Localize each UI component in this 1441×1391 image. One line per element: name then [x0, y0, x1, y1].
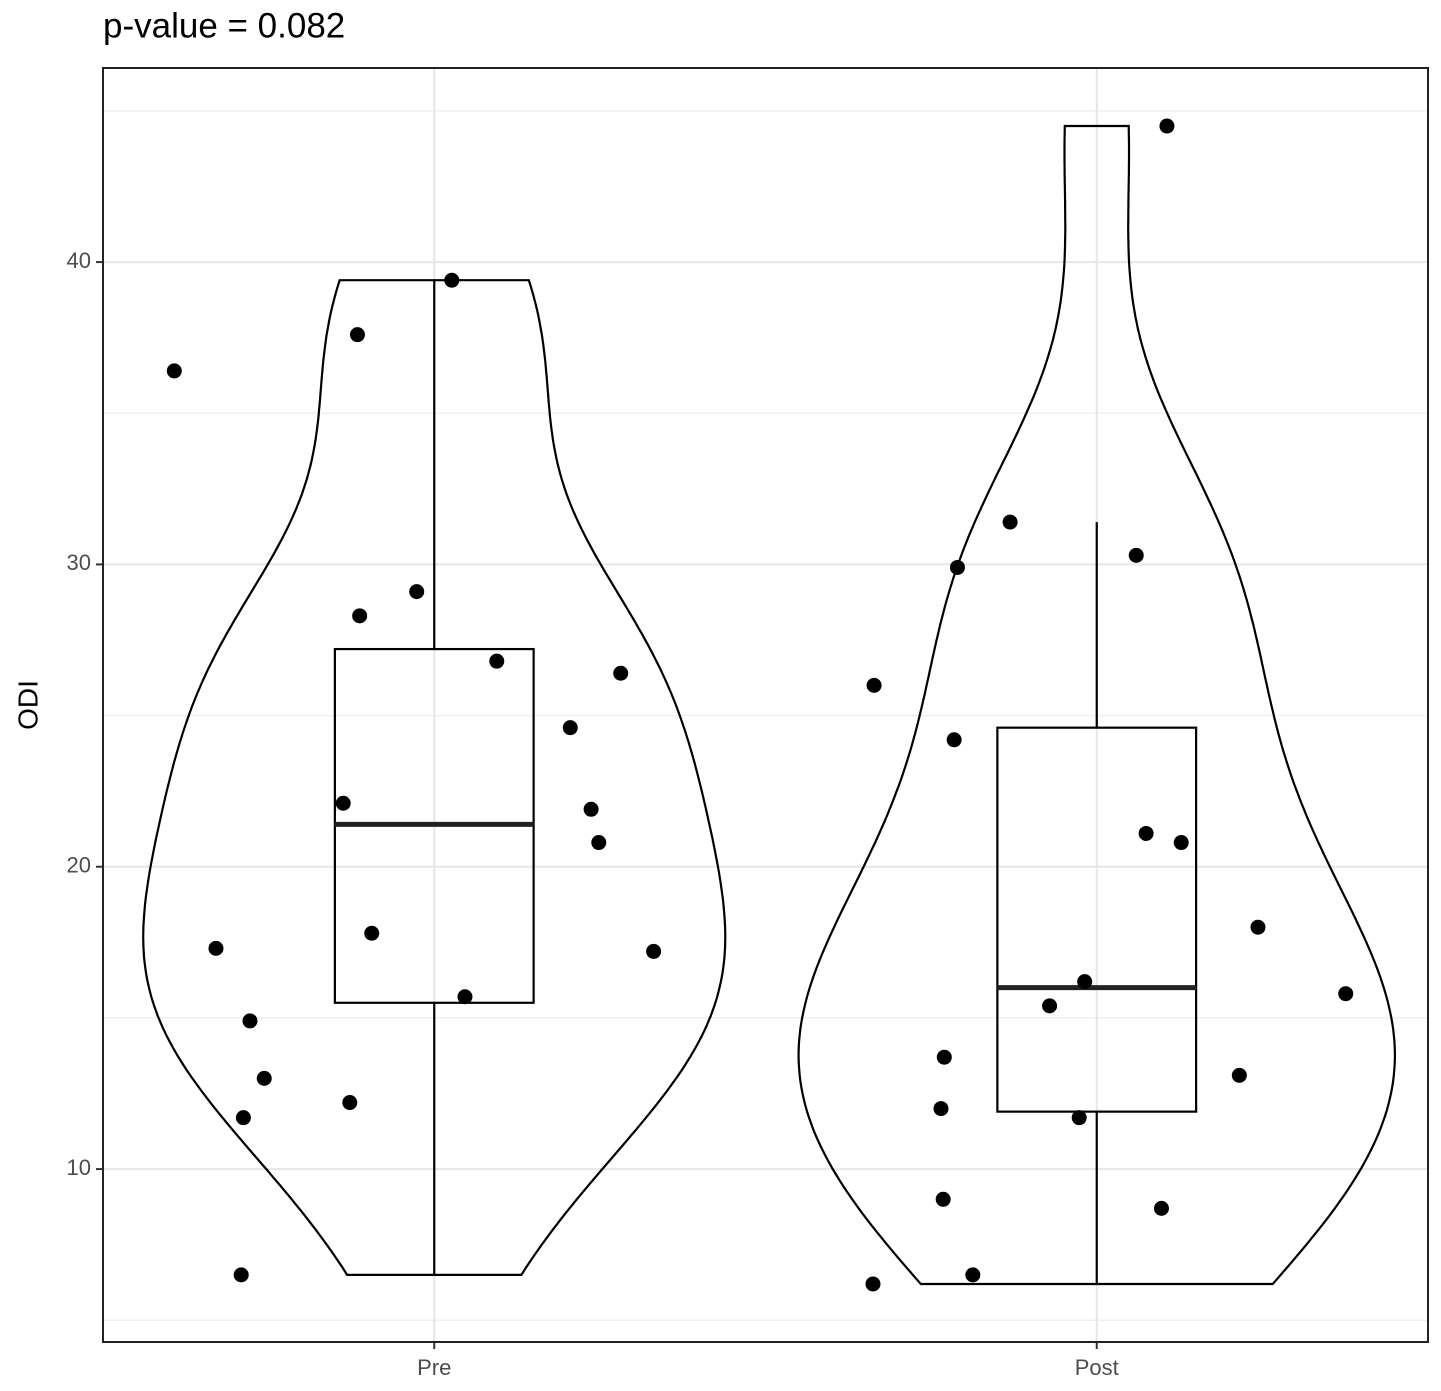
data-point [1338, 986, 1354, 1002]
y-tick-label: 30 [67, 550, 91, 575]
data-point [866, 677, 882, 693]
data-point [166, 363, 182, 379]
data-point [352, 608, 368, 624]
data-point [583, 801, 599, 817]
data-point [1159, 118, 1175, 134]
y-axis-label: ODI [12, 680, 43, 730]
data-point [364, 925, 380, 941]
data-point [935, 1191, 951, 1207]
y-tick-label: 40 [67, 248, 91, 273]
violin [797, 124, 1396, 1286]
panel-border [102, 67, 1429, 1343]
data-point [949, 559, 965, 575]
data-point [613, 665, 629, 681]
data-point [409, 584, 425, 600]
data-point [208, 940, 224, 956]
data-point [242, 1013, 258, 1029]
data-point [965, 1267, 981, 1283]
data-point [1250, 919, 1266, 935]
data-point [335, 795, 351, 811]
data-point [646, 943, 662, 959]
data-point [1002, 514, 1018, 530]
data-point [933, 1101, 949, 1117]
data-point [1077, 974, 1093, 990]
data-point [235, 1110, 251, 1126]
data-point [1042, 998, 1058, 1014]
data-point [1071, 1110, 1087, 1126]
box [996, 726, 1198, 1113]
data-point [936, 1049, 952, 1065]
x-tick-label: Pre [417, 1355, 451, 1380]
data-point [1173, 835, 1189, 851]
data-point [1128, 547, 1144, 563]
data-point [1231, 1067, 1247, 1083]
data-point [865, 1276, 881, 1292]
data-point [489, 653, 505, 669]
y-tick-label: 10 [67, 1155, 91, 1180]
y-tick-label: 20 [67, 853, 91, 878]
data-point [1138, 825, 1154, 841]
x-tick-label: Post [1075, 1355, 1119, 1380]
data-point [349, 327, 365, 343]
data-point [946, 732, 962, 748]
data-point [233, 1267, 249, 1283]
data-point [444, 272, 460, 288]
data-point [342, 1095, 358, 1111]
data-point [457, 989, 473, 1005]
data-point [591, 835, 607, 851]
data-point [1153, 1200, 1169, 1216]
data-point [256, 1070, 272, 1086]
violin [142, 279, 727, 1276]
chart-title: p-value = 0.082 [103, 6, 345, 45]
data-point [562, 720, 578, 736]
